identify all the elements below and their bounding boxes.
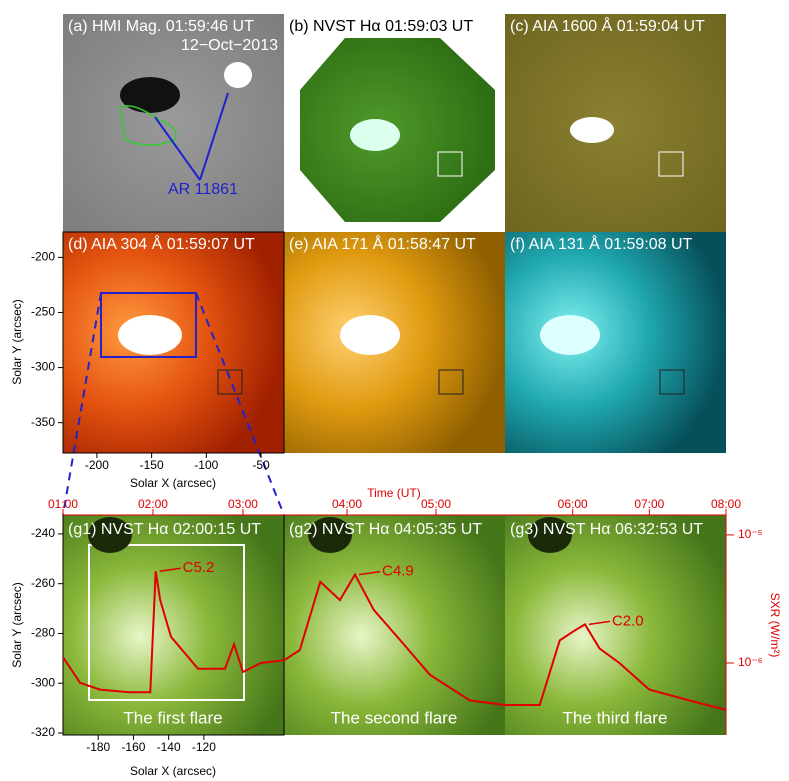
y-axis-label: Solar Y (arcsec)	[10, 582, 24, 668]
y-tick-label: -320	[31, 725, 55, 739]
x-tick-label: -200	[85, 458, 109, 472]
x2-tick-label: 05:00	[421, 497, 451, 511]
box	[437, 151, 463, 177]
y-tick-label: -300	[31, 360, 55, 374]
x2-tick-label: 08:00	[711, 497, 741, 511]
y-tick-label: -350	[31, 415, 55, 429]
flare	[540, 315, 600, 355]
panel-label: (b) NVST Hα 01:59:03 UT	[289, 18, 473, 35]
flare	[570, 117, 614, 143]
sxr-line	[62, 571, 285, 694]
box	[88, 544, 245, 701]
x-axis-label: Solar X (arcsec)	[130, 764, 216, 778]
panel-images	[62, 14, 726, 735]
panel-label: (f) AIA 131 Å 01:59:08 UT	[510, 234, 693, 253]
x-tick-label: -120	[192, 740, 216, 754]
panel-label: (e) AIA 171 Å 01:58:47 UT	[289, 234, 476, 253]
y-tick-label: -250	[31, 305, 55, 319]
box	[217, 369, 243, 395]
y-tick-label: -300	[31, 675, 55, 689]
x2-tick-label: 06:00	[558, 497, 588, 511]
panel-date: 12−Oct−2013	[181, 37, 278, 54]
panel-label: (g3) NVST Hα 06:32:53 UT	[510, 521, 703, 538]
spot	[120, 77, 180, 113]
x2-tick-label: 01:00	[48, 497, 78, 511]
peak-label: C4.9	[382, 563, 414, 580]
annotation: AR 11861	[168, 181, 238, 198]
box	[100, 292, 197, 358]
spot	[308, 517, 352, 553]
zoom-line	[62, 292, 102, 516]
x2-tick-label: 02:00	[138, 497, 168, 511]
x2-axis-label: Time (UT)	[367, 486, 421, 500]
image-c	[505, 14, 726, 232]
axis-frame	[62, 231, 285, 454]
flare	[350, 119, 400, 151]
flare-label: The third flare	[563, 708, 668, 727]
x-tick-label: -150	[140, 458, 164, 472]
y2-tick-label: 10⁻⁵	[738, 527, 763, 541]
spot	[528, 517, 572, 553]
x-axis-label: Solar X (arcsec)	[130, 476, 216, 490]
box	[658, 151, 684, 177]
x-tick-label: -140	[157, 740, 181, 754]
flare	[340, 315, 400, 355]
spot	[88, 517, 132, 553]
x-tick-label: -50	[252, 458, 270, 472]
arrow	[199, 92, 229, 181]
panel-label: (c) AIA 1600 Å 01:59:04 UT	[510, 16, 705, 35]
sxr-line	[505, 623, 727, 711]
peak-arrow	[588, 620, 611, 626]
arrow	[154, 116, 201, 181]
y2-tick-label: 10⁻⁶	[738, 655, 763, 669]
image-g1	[63, 515, 284, 735]
flare	[118, 315, 182, 355]
peak-label: C2.0	[612, 612, 644, 629]
y2-axis-label: SXR (W/m²)	[768, 593, 782, 658]
y-tick-label: -280	[31, 626, 55, 640]
panel-label: (a) HMI Mag. 01:59:46 UT	[68, 18, 254, 35]
panel-label: (g1) NVST Hα 02:00:15 UT	[68, 521, 261, 538]
y-tick-label: -260	[31, 576, 55, 590]
x-tick-label: -180	[86, 740, 110, 754]
box	[438, 369, 464, 395]
contour	[119, 105, 177, 146]
peak-arrow	[358, 570, 381, 576]
peak-label: C5.2	[183, 559, 215, 576]
x2-tick-label: 04:00	[332, 497, 362, 511]
x2-tick-label: 03:00	[228, 497, 258, 511]
sxr-line	[283, 572, 506, 706]
image-a	[63, 14, 284, 232]
x-tick-label: -100	[194, 458, 218, 472]
flare-label: The second flare	[331, 708, 458, 727]
y-tick-label: -200	[31, 250, 55, 264]
x-tick-label: -160	[121, 740, 145, 754]
panel-label: (g2) NVST Hα 04:05:35 UT	[289, 521, 482, 538]
y-axis-label: Solar Y (arcsec)	[10, 299, 24, 385]
x2-tick-label: 07:00	[634, 497, 664, 511]
image-f	[505, 232, 726, 453]
panel-label: (d) AIA 304 Å 01:59:07 UT	[68, 234, 255, 253]
box	[659, 369, 685, 395]
flare-label: The first flare	[123, 708, 222, 727]
peak-arrow	[159, 567, 181, 573]
spot	[224, 62, 252, 88]
y-tick-label: -240	[31, 526, 55, 540]
zoom-line	[195, 292, 285, 516]
